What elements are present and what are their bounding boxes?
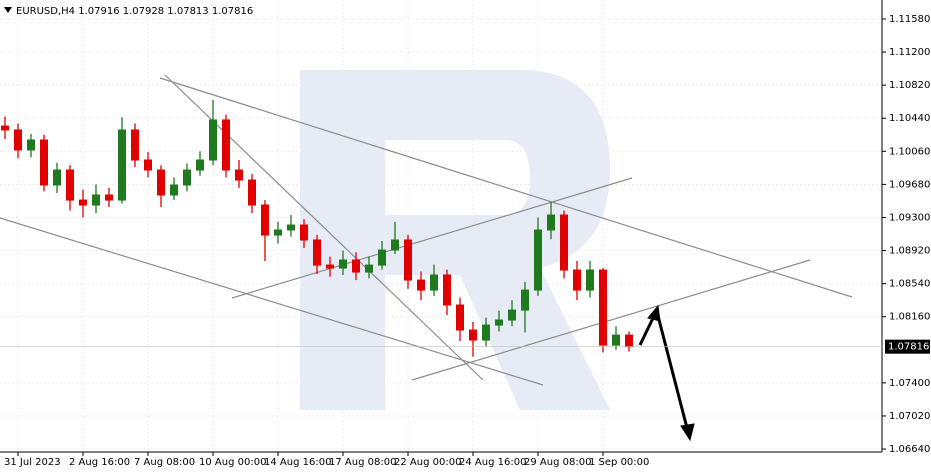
candle-body [105,194,113,201]
candle-body [547,214,555,231]
y-tick-label: 1.11580 [889,14,930,25]
candle-body [586,269,594,291]
candle-body [300,224,308,241]
candle-body [482,324,490,341]
y-tick-label: 1.10440 [889,113,930,124]
last-price-box [885,339,930,354]
candle-body [196,159,204,171]
y-tick-label: 1.09300 [889,212,930,223]
candle-body [131,129,139,161]
candle-body [248,179,256,206]
candle-body [14,129,22,151]
candle-body [456,304,464,331]
menu-triangle [4,7,12,13]
candle-body [495,319,503,326]
trend-line [0,217,544,386]
candle-body [352,259,360,273]
candle-body [274,229,282,236]
last-price-label: 1.07816 [888,342,929,353]
x-tick-label: 29 Aug 08:00 [524,457,591,468]
y-tick-label: 1.08540 [889,279,930,290]
header-value: 1.07916 [78,6,119,17]
candle-body [27,139,35,151]
candle-body [391,239,399,251]
candle-body [339,259,347,269]
header-value: 1.07928 [123,6,164,17]
candle-body [417,279,425,291]
candle-body [144,159,152,171]
x-tick-label: 24 Aug 16:00 [459,457,526,468]
candle-body [40,139,48,186]
header: EURUSD,H4 1.07916 1.07928 1.07813 1.0781… [16,6,253,17]
arrow-up [638,315,656,346]
x-tick-label: 10 Aug 00:00 [199,457,266,468]
symbol: EURUSD,H4 [16,6,75,17]
arrow-down [655,311,689,429]
candle-body [443,274,451,306]
candle-body [378,249,386,266]
arrows [638,304,695,442]
candle-body [625,334,633,348]
candle-body [157,169,165,196]
watermark [300,70,610,410]
candle-body [1,125,9,131]
candle-body [118,129,126,201]
trend-line [231,177,633,299]
y-tick-label: 1.06640 [889,444,930,455]
candle-body [313,239,321,266]
x-tick-label: 22 Aug 00:00 [394,457,461,468]
candle-body [560,214,568,271]
candle-body [326,264,334,269]
candle-body [365,264,373,273]
y-tick-label: 1.11200 [889,47,930,58]
candle-body [508,309,516,321]
x-tick-label: 14 Aug 16:00 [264,457,331,468]
trend-lines [0,74,853,386]
x-tick-label: 17 Aug 08:00 [329,457,396,468]
candle-body [599,269,607,346]
candle-body [261,204,269,236]
trend-line [411,259,811,381]
y-tick-label: 1.07020 [889,411,930,422]
trend-line [164,74,484,381]
y-tick-label: 1.09680 [889,179,930,190]
candle-body [209,119,217,161]
y-tick-label: 1.08160 [889,312,930,323]
candle-body [183,169,191,186]
candle-body [53,169,61,186]
x-tick-label: 7 Aug 08:00 [134,457,195,468]
candle-body [66,169,74,201]
candle-body [235,169,243,181]
trend-line [159,77,853,298]
x-tick-label: 1 Sep 00:00 [589,457,649,468]
candle-body [170,184,178,196]
candle-body [521,289,529,311]
candle-body [612,334,620,346]
y-tick-label: 1.10060 [889,146,930,157]
x-tick-label: 31 Jul 2023 [4,457,61,468]
candle-body [92,194,100,206]
header-value: 1.07813 [167,6,208,17]
arrow-head [680,423,695,442]
candle-body [430,274,438,291]
candle-body [222,119,230,171]
candle-body [534,229,542,291]
candle-body [573,269,581,291]
x-tick-label: 2 Aug 16:00 [69,457,130,468]
candle-body [287,224,295,231]
y-tick-label: 1.10820 [889,80,930,91]
y-tick-label: 1.07400 [889,378,930,389]
candles [1,99,633,357]
header-value: 1.07816 [212,6,253,17]
candle-body [79,199,87,206]
y-tick-label: 1.08920 [889,246,930,257]
candle-body [404,239,412,281]
candle-body [469,329,477,341]
